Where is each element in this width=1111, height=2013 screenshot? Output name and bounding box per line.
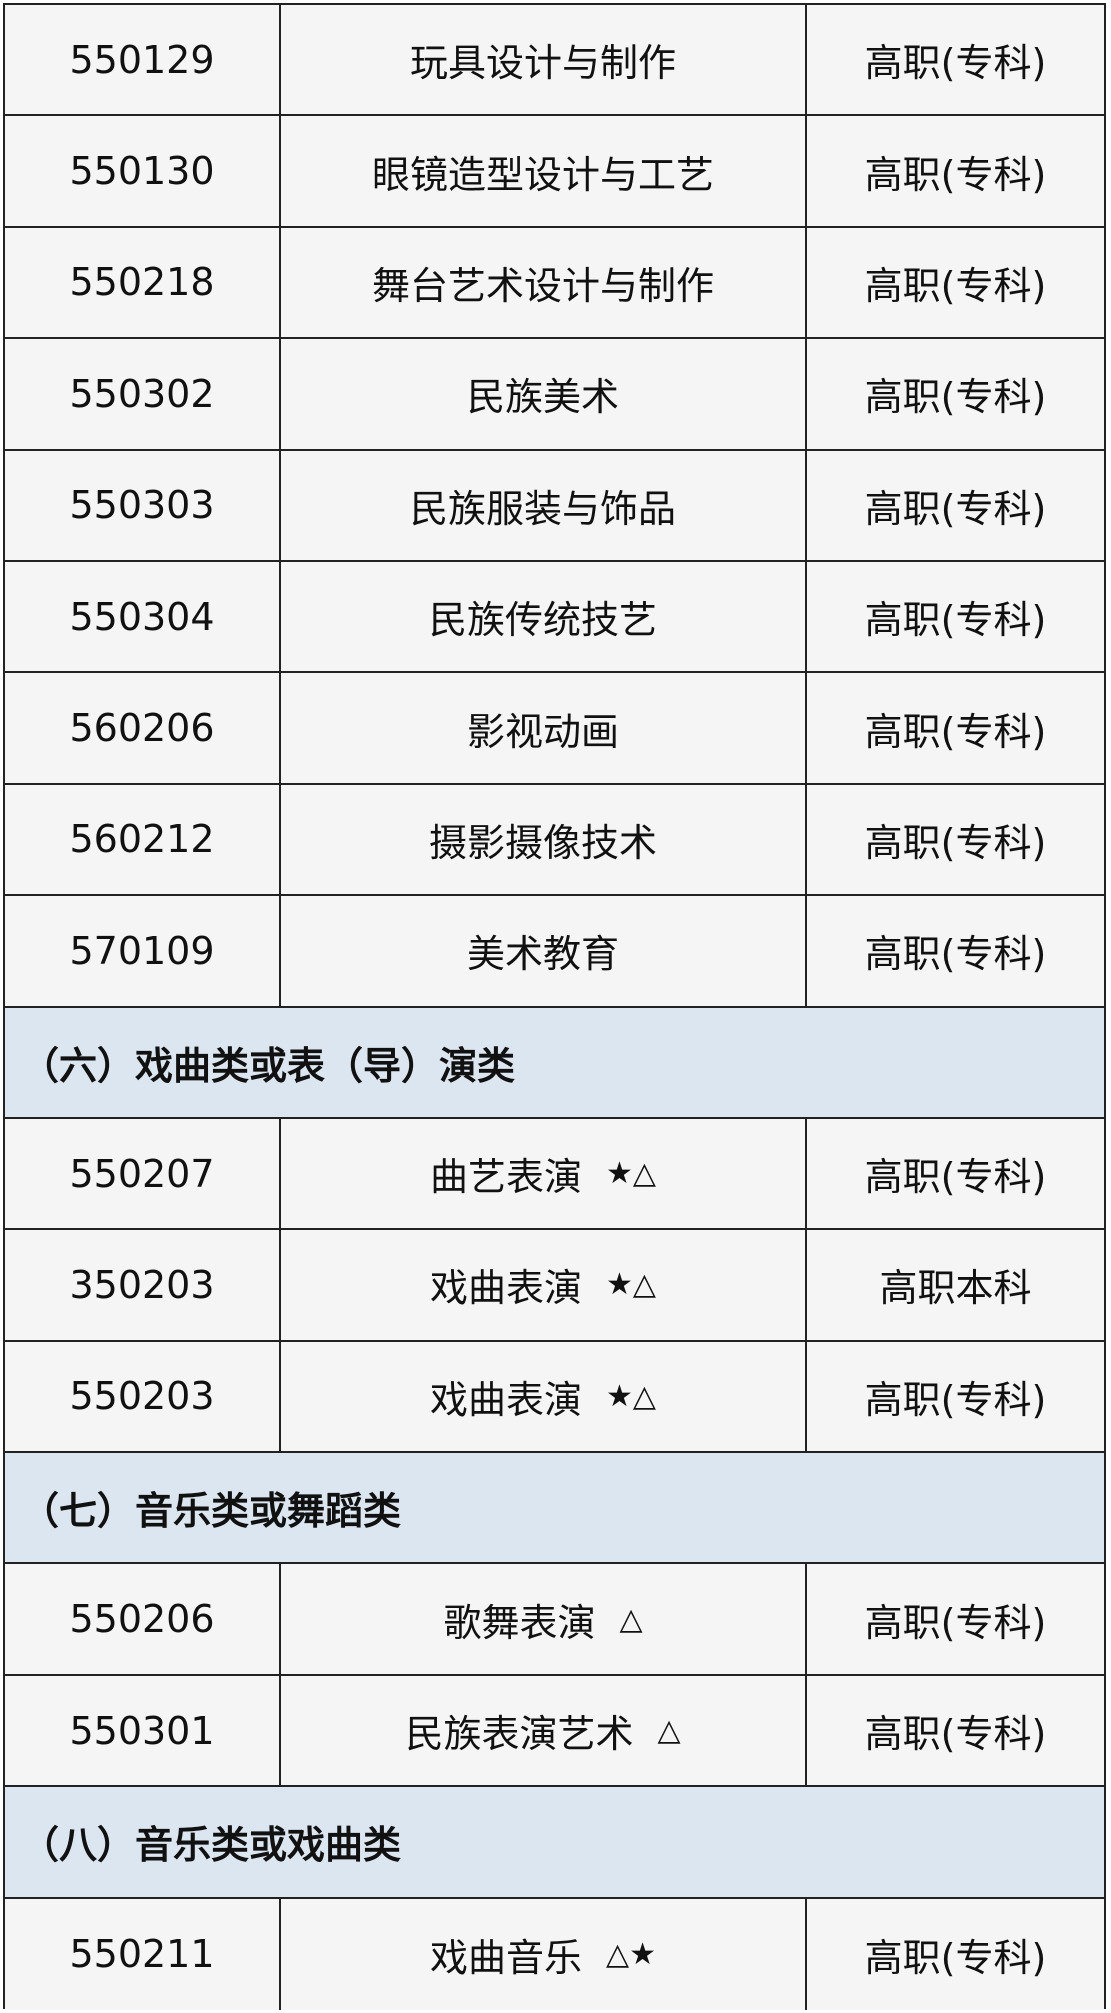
name-cell: 民族传统技艺 bbox=[281, 561, 807, 672]
major-name: 玩具设计与制作 bbox=[409, 41, 676, 86]
name-cell: 舞台艺术设计与制作 bbox=[281, 227, 807, 338]
name-cell: 戏曲表演 ★△ bbox=[281, 1341, 807, 1452]
level-cell: 高职(专科) bbox=[807, 1341, 1104, 1452]
table-row: 570109 美术教育 高职(专科) bbox=[5, 896, 1104, 1008]
level-cell: 高职(专科) bbox=[807, 227, 1104, 338]
major-mark: ★△ bbox=[606, 1378, 656, 1414]
code-cell: 550207 bbox=[5, 1118, 281, 1229]
table-row: 350203 戏曲表演 ★△ 高职本科 bbox=[5, 1230, 1104, 1342]
major-name: 眼镜造型设计与工艺 bbox=[371, 152, 714, 197]
code-cell: 350203 bbox=[5, 1230, 281, 1340]
major-name: 民族表演艺术 bbox=[405, 1712, 634, 1757]
name-cell: 玩具设计与制作 bbox=[281, 5, 807, 115]
major-mark: ★△ bbox=[606, 1156, 656, 1192]
table-row: 550302 民族美术 高职(专科) bbox=[5, 339, 1104, 451]
table-row: 550301 民族表演艺术 △ 高职(专科) bbox=[5, 1675, 1104, 1788]
name-cell: 摄影摄像技术 bbox=[281, 784, 807, 895]
table-row: 550203 戏曲表演 ★△ 高职(专科) bbox=[5, 1341, 1104, 1454]
code-cell: 550301 bbox=[5, 1675, 281, 1786]
level-cell: 高职(专科) bbox=[807, 561, 1104, 672]
name-cell: 歌舞表演 △ bbox=[281, 1564, 807, 1674]
major-mark: △ bbox=[619, 1601, 643, 1637]
table-row: 550303 民族服装与饰品 高职(专科) bbox=[5, 450, 1104, 562]
code-cell: 550206 bbox=[5, 1564, 281, 1674]
major-name: 民族传统技艺 bbox=[428, 598, 657, 643]
table-row: 550206 歌舞表演 △ 高职(专科) bbox=[5, 1564, 1104, 1676]
level-cell: 高职(专科) bbox=[807, 1898, 1104, 2011]
level-cell: 高职(专科) bbox=[807, 5, 1104, 115]
name-cell: 戏曲音乐 △★ bbox=[281, 1898, 807, 2011]
level-cell: 高职(专科) bbox=[807, 673, 1104, 783]
code-cell: 570109 bbox=[5, 896, 281, 1006]
code-cell: 550218 bbox=[5, 227, 281, 338]
name-cell: 民族服装与饰品 bbox=[281, 450, 807, 560]
major-name: 戏曲音乐 bbox=[430, 1935, 583, 1980]
table-row: 550211 戏曲音乐 △★ 高职(专科) bbox=[5, 1898, 1104, 2011]
name-cell: 美术教育 bbox=[281, 896, 807, 1006]
name-cell: 戏曲表演 ★△ bbox=[281, 1230, 807, 1340]
section-row: （七）音乐类或舞蹈类 bbox=[5, 1453, 1104, 1565]
code-cell: 560212 bbox=[5, 784, 281, 895]
major-name: 影视动画 bbox=[466, 709, 619, 754]
level-cell: 高职本科 bbox=[807, 1230, 1104, 1340]
course-table: 550129 玩具设计与制作 高职(专科) 550130 眼镜造型设计与工艺 高职(专科)… bbox=[3, 3, 1106, 2011]
level-cell: 高职(专科) bbox=[807, 1675, 1104, 1786]
major-name: 摄影摄像技术 bbox=[428, 820, 657, 865]
major-name: 歌舞表演 bbox=[443, 1600, 596, 1645]
major-name: 民族美术 bbox=[466, 375, 619, 420]
code-cell: 550211 bbox=[5, 1898, 281, 2011]
table-row: 550304 民族传统技艺 高职(专科) bbox=[5, 561, 1104, 674]
section-title: （七）音乐类或舞蹈类 bbox=[5, 1453, 1104, 1563]
table-row: 550130 眼镜造型设计与工艺 高职(专科) bbox=[5, 116, 1104, 228]
major-name: 民族服装与饰品 bbox=[409, 486, 676, 531]
major-mark: △ bbox=[657, 1713, 681, 1749]
level-cell: 高职(专科) bbox=[807, 1564, 1104, 1674]
level-cell: 高职(专科) bbox=[807, 896, 1104, 1006]
section-title: （六）戏曲类或表（导）演类 bbox=[5, 1007, 1104, 1117]
table-row: 550207 曲艺表演 ★△ 高职(专科) bbox=[5, 1118, 1104, 1231]
table-row: 550218 舞台艺术设计与制作 高职(专科) bbox=[5, 227, 1104, 340]
major-name: 舞台艺术设计与制作 bbox=[371, 263, 714, 308]
code-cell: 550203 bbox=[5, 1341, 281, 1452]
level-cell: 高职(专科) bbox=[807, 116, 1104, 226]
major-mark: ★△ bbox=[606, 1267, 656, 1303]
level-cell: 高职(专科) bbox=[807, 784, 1104, 895]
table-row: 560206 影视动画 高职(专科) bbox=[5, 673, 1104, 785]
table-row: 550129 玩具设计与制作 高职(专科) bbox=[5, 5, 1104, 117]
table-row: 560212 摄影摄像技术 高职(专科) bbox=[5, 784, 1104, 897]
name-cell: 曲艺表演 ★△ bbox=[281, 1118, 807, 1229]
name-cell: 眼镜造型设计与工艺 bbox=[281, 116, 807, 226]
major-name: 美术教育 bbox=[466, 932, 619, 977]
code-cell: 550130 bbox=[5, 116, 281, 226]
code-cell: 550129 bbox=[5, 5, 281, 115]
name-cell: 民族美术 bbox=[281, 339, 807, 449]
code-cell: 560206 bbox=[5, 673, 281, 783]
major-mark: △★ bbox=[606, 1936, 656, 1972]
code-cell: 550303 bbox=[5, 450, 281, 560]
code-cell: 550304 bbox=[5, 561, 281, 672]
level-cell: 高职(专科) bbox=[807, 450, 1104, 560]
major-name: 戏曲表演 bbox=[430, 1377, 583, 1422]
level-cell: 高职(专科) bbox=[807, 1118, 1104, 1229]
section-row: （八）音乐类或戏曲类 bbox=[5, 1787, 1104, 1899]
code-cell: 550302 bbox=[5, 339, 281, 449]
section-row: （六）戏曲类或表（导）演类 bbox=[5, 1007, 1104, 1119]
level-cell: 高职(专科) bbox=[807, 339, 1104, 449]
name-cell: 民族表演艺术 △ bbox=[281, 1675, 807, 1786]
name-cell: 影视动画 bbox=[281, 673, 807, 783]
major-name: 戏曲表演 bbox=[430, 1266, 583, 1311]
section-title: （八）音乐类或戏曲类 bbox=[5, 1787, 1104, 1897]
major-name: 曲艺表演 bbox=[430, 1155, 583, 1200]
